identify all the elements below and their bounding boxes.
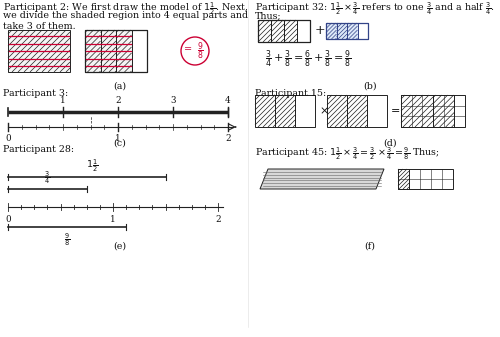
Text: (f): (f) bbox=[364, 242, 376, 251]
Text: Participant 32: $1\frac{1}{2}\times\frac{3}{4}$ refers to one $\frac{3}{4}$ and : Participant 32: $1\frac{1}{2}\times\frac… bbox=[255, 0, 495, 17]
Text: $\frac{9}{8}$: $\frac{9}{8}$ bbox=[64, 231, 70, 248]
Bar bbox=[358, 23, 368, 39]
Text: Participant 28:: Participant 28: bbox=[3, 145, 74, 154]
Bar bbox=[297, 20, 310, 42]
Text: Thus;: Thus; bbox=[255, 11, 281, 20]
Text: $\frac{3}{4}+\frac{3}{8}=\frac{6}{8}+\frac{3}{8}=\frac{9}{8}$: $\frac{3}{4}+\frac{3}{8}=\frac{6}{8}+\fr… bbox=[265, 49, 352, 70]
Text: $\frac{9}{8}$: $\frac{9}{8}$ bbox=[197, 40, 204, 62]
Bar bbox=[132, 30, 147, 72]
Bar bbox=[347, 23, 358, 39]
Bar bbox=[401, 95, 433, 127]
Bar bbox=[433, 95, 465, 127]
Text: take 3 of them.: take 3 of them. bbox=[3, 22, 76, 31]
Bar bbox=[433, 95, 454, 127]
Text: 4: 4 bbox=[225, 96, 231, 105]
Bar bbox=[367, 95, 387, 127]
Bar bbox=[398, 169, 409, 189]
Polygon shape bbox=[260, 169, 384, 189]
Bar bbox=[271, 20, 284, 42]
Text: ×: × bbox=[319, 106, 328, 116]
Text: Participant 2: We first draw the model of $1\frac{1}{2}$. Next,: Participant 2: We first draw the model o… bbox=[3, 0, 248, 17]
Bar bbox=[100, 30, 116, 72]
Bar bbox=[326, 23, 368, 39]
Bar bbox=[347, 95, 367, 127]
Bar bbox=[336, 23, 347, 39]
Text: (e): (e) bbox=[114, 242, 126, 251]
Text: 1: 1 bbox=[110, 215, 116, 224]
Bar bbox=[8, 30, 70, 72]
Bar bbox=[116, 30, 132, 72]
Text: 2: 2 bbox=[215, 215, 221, 224]
Text: (a): (a) bbox=[114, 82, 126, 91]
Text: Participant 3:: Participant 3: bbox=[3, 89, 68, 98]
Text: 2: 2 bbox=[225, 134, 231, 143]
Text: 2: 2 bbox=[115, 96, 121, 105]
Bar bbox=[401, 95, 433, 127]
Text: 1: 1 bbox=[115, 134, 121, 143]
Bar bbox=[284, 20, 297, 42]
Bar bbox=[258, 20, 310, 42]
Bar bbox=[85, 30, 100, 72]
Text: Participant 45: $1\frac{1}{2}\times\frac{3}{4}=\frac{3}{2}\times\frac{3}{4}=\fra: Participant 45: $1\frac{1}{2}\times\frac… bbox=[255, 145, 440, 162]
Bar bbox=[398, 169, 453, 189]
Text: we divide the shaded region into 4 equal parts and: we divide the shaded region into 4 equal… bbox=[3, 11, 248, 20]
Text: =: = bbox=[184, 45, 192, 55]
Bar bbox=[85, 30, 147, 72]
Text: Participant 15:: Participant 15: bbox=[255, 89, 326, 98]
Bar bbox=[295, 95, 315, 127]
Text: 0: 0 bbox=[5, 215, 11, 224]
Text: +: + bbox=[315, 25, 326, 37]
Text: (c): (c) bbox=[114, 139, 126, 148]
Text: 3: 3 bbox=[170, 96, 176, 105]
Text: =: = bbox=[391, 106, 400, 116]
Bar bbox=[255, 95, 275, 127]
Bar bbox=[258, 20, 271, 42]
Bar bbox=[326, 23, 336, 39]
Bar bbox=[327, 95, 347, 127]
Text: $\frac{3}{4}$: $\frac{3}{4}$ bbox=[44, 169, 51, 186]
Text: (d): (d) bbox=[383, 139, 397, 148]
Bar bbox=[275, 95, 295, 127]
Text: 0: 0 bbox=[5, 134, 11, 143]
Text: (b): (b) bbox=[363, 82, 377, 91]
Text: $1\frac{1}{2}$: $1\frac{1}{2}$ bbox=[86, 157, 98, 174]
Text: 1: 1 bbox=[60, 96, 66, 105]
